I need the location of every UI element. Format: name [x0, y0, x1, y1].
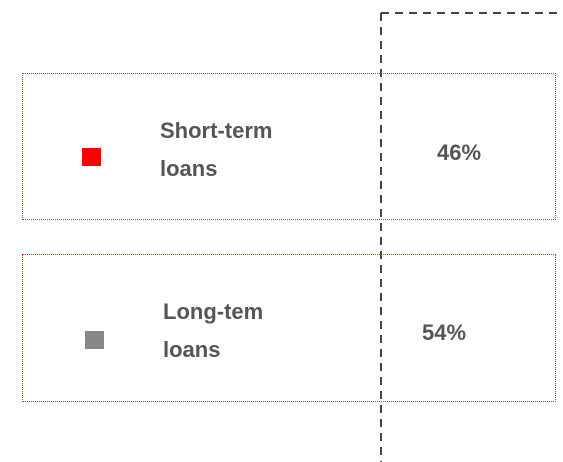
value: 46%	[437, 140, 482, 165]
swatch	[85, 331, 104, 349]
legend-row: Long-tem loans 54%	[22, 254, 556, 402]
label: Short-term loans	[160, 118, 273, 181]
label: Long-tem loans	[163, 299, 264, 362]
dashed-frame	[380, 12, 563, 462]
value: 54%	[422, 320, 467, 345]
swatch	[82, 148, 101, 166]
legend-row: Short-term loans 46%	[22, 73, 556, 220]
